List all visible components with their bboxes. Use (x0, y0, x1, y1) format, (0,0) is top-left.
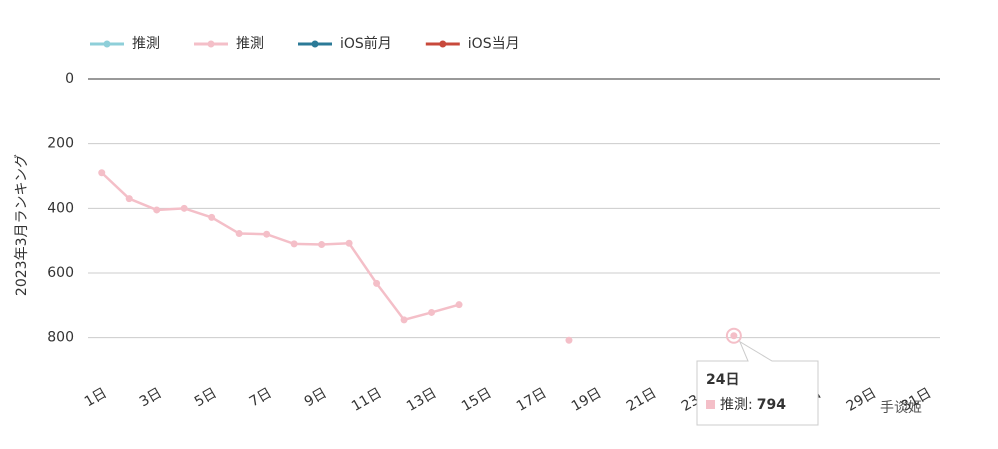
y-axis-label: 2023年3月ランキング (14, 154, 30, 296)
tooltip-swatch (706, 400, 715, 409)
watermark: 手谈姬 (880, 400, 922, 416)
legend-label: 推測 (132, 36, 160, 52)
point (98, 169, 106, 177)
point (125, 195, 133, 203)
point (263, 230, 271, 238)
legend-dot (311, 40, 319, 48)
point (318, 241, 326, 249)
point (153, 206, 161, 214)
point (345, 239, 353, 247)
x-tick-label: 9日 (302, 385, 330, 410)
tooltip-title: 24日 (706, 372, 739, 388)
y-tick-label: 800 (47, 330, 74, 346)
point (730, 332, 738, 340)
point (235, 230, 243, 238)
tooltip-label: 推測: (720, 397, 753, 413)
x-tick-label: 15日 (459, 385, 495, 415)
x-tick-label: 17日 (514, 385, 550, 415)
point (373, 279, 381, 287)
x-tick-label: 3日 (137, 385, 165, 410)
x-tick-label: 11日 (349, 385, 385, 415)
tooltip-box (696, 340, 819, 426)
x-tick-label: 5日 (192, 385, 220, 410)
point (208, 213, 216, 221)
point (428, 308, 436, 316)
highlight-ring (725, 327, 742, 344)
point (290, 240, 298, 248)
y-tick-label: 200 (47, 136, 74, 152)
legend-label: 推測 (236, 36, 264, 52)
legend-dot (207, 40, 215, 48)
x-tick-label: 29日 (844, 385, 880, 415)
series-line (102, 173, 734, 336)
legend-label: iOS前月 (340, 35, 392, 52)
point (180, 204, 188, 212)
x-tick-label: 7日 (247, 385, 275, 410)
legend-dot (439, 40, 447, 48)
point (565, 336, 573, 344)
x-tick-label: 19日 (569, 385, 605, 415)
point (455, 301, 463, 309)
y-tick-label: 600 (47, 265, 74, 281)
y-tick-label: 400 (47, 200, 74, 216)
x-tick-label: 1日 (82, 385, 110, 410)
point (400, 316, 408, 324)
x-tick-label: 13日 (404, 385, 440, 415)
legend-dot (103, 40, 111, 48)
y-tick-label: 0 (65, 71, 74, 87)
x-tick-label: 21日 (624, 385, 660, 415)
tooltip-value: 794 (757, 397, 786, 413)
legend-label: iOS当月 (468, 36, 520, 52)
